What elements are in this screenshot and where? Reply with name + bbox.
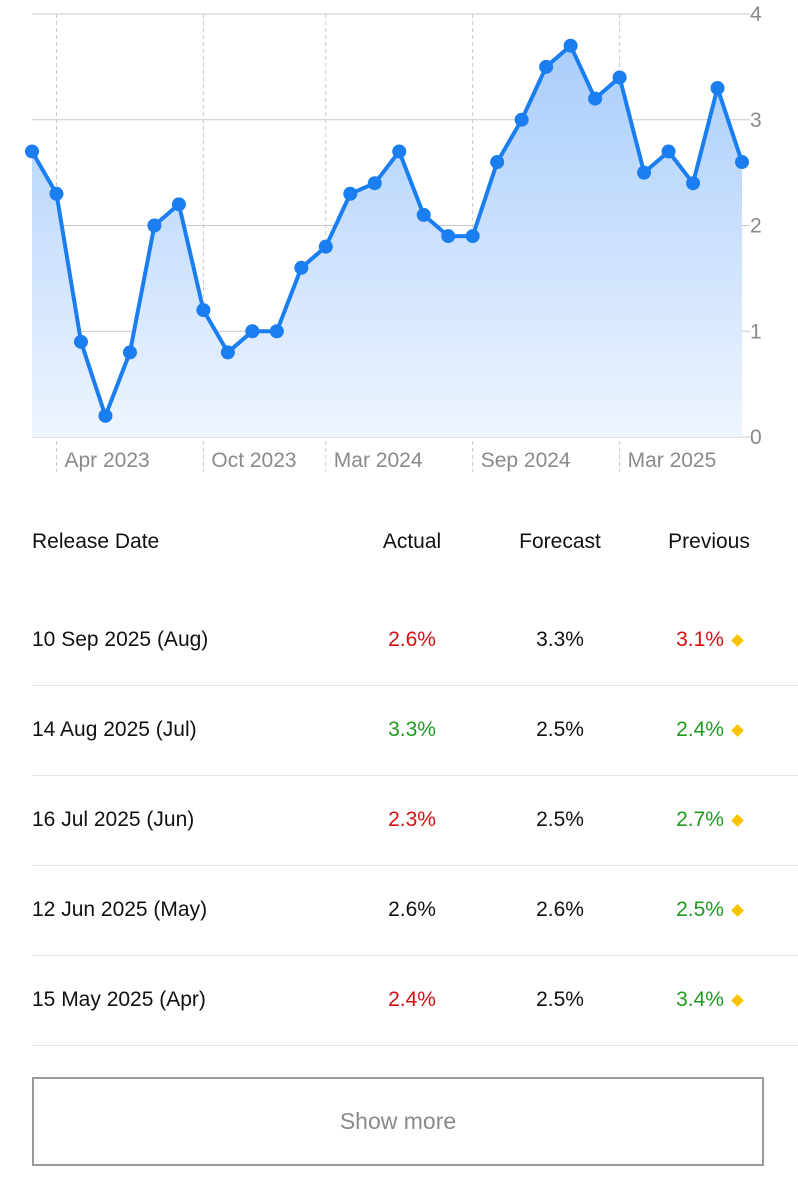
- table-row: 12 Jun 2025 (May) 2.6% 2.6% 2.5%: [32, 866, 798, 956]
- release-date-cell: 16 Jul 2025 (Jun): [32, 808, 195, 831]
- data-point: [710, 81, 725, 96]
- previous-cell: 3.1%: [654, 628, 764, 652]
- series-line: [30, 43, 744, 418]
- actual-cell: 2.6%: [388, 898, 436, 921]
- forecast-cell: 2.5%: [536, 988, 584, 1011]
- previous-value: 3.1%: [676, 628, 724, 651]
- actual-cell: 2.3%: [388, 808, 436, 831]
- data-point: [514, 112, 529, 127]
- previous-value: 2.7%: [676, 808, 724, 831]
- forecast-cell: 3.3%: [536, 628, 584, 651]
- data-point: [196, 303, 211, 318]
- x-tick-label: Oct 2023: [211, 449, 296, 472]
- x-tick-label: Mar 2025: [628, 449, 717, 472]
- data-point: [563, 38, 578, 53]
- y-tick-label: 4: [750, 3, 762, 26]
- release-table: 10 Sep 2025 (Aug) 2.6% 3.3% 3.1% 14 Aug …: [32, 596, 798, 1046]
- data-point: [612, 70, 627, 85]
- header-release-date: Release Date: [32, 530, 160, 553]
- data-point: [49, 186, 64, 201]
- previous-value: 3.4%: [676, 988, 724, 1011]
- previous-cell: 2.4%: [654, 718, 764, 742]
- data-point: [343, 186, 358, 201]
- previous-value: 2.4%: [676, 718, 724, 741]
- x-tick-label: Mar 2024: [334, 449, 423, 472]
- release-date-cell: 10 Sep 2025 (Aug): [32, 628, 209, 651]
- data-point: [122, 345, 137, 360]
- y-tick-label: 3: [750, 109, 762, 132]
- table-row: 14 Aug 2025 (Jul) 3.3% 2.5% 2.4%: [32, 686, 798, 776]
- previous-cell: 2.5%: [654, 898, 764, 922]
- data-point: [171, 197, 186, 212]
- header-actual: Actual: [382, 530, 442, 553]
- previous-cell: 2.7%: [654, 808, 764, 832]
- data-point: [661, 144, 676, 159]
- data-point: [220, 345, 235, 360]
- table-row: 10 Sep 2025 (Aug) 2.6% 3.3% 3.1%: [32, 596, 798, 686]
- table-row: 16 Jul 2025 (Jun) 2.3% 2.5% 2.7%: [32, 776, 798, 866]
- data-point: [269, 324, 284, 339]
- release-date-cell: 14 Aug 2025 (Jul): [32, 718, 197, 741]
- y-tick-label: 0: [750, 426, 762, 449]
- revised-diamond-icon: [731, 723, 744, 737]
- revised-diamond-icon: [731, 633, 744, 647]
- y-tick-label: 2: [750, 215, 762, 238]
- data-point: [588, 91, 603, 106]
- data-point: [25, 144, 39, 159]
- actual-cell: 2.6%: [388, 628, 436, 651]
- data-point: [73, 334, 88, 349]
- revised-diamond-icon: [731, 993, 744, 1007]
- data-point: [294, 260, 309, 275]
- actual-cell: 2.4%: [388, 988, 436, 1011]
- table-header: Release Date Actual Forecast Previous: [32, 530, 798, 574]
- data-point: [416, 207, 431, 222]
- previous-cell: 3.4%: [654, 988, 764, 1012]
- data-point: [392, 144, 407, 159]
- header-forecast: Forecast: [519, 530, 601, 553]
- revised-diamond-icon: [731, 813, 744, 827]
- forecast-cell: 2.6%: [536, 898, 584, 921]
- data-point: [441, 229, 456, 244]
- forecast-cell: 2.5%: [536, 808, 584, 831]
- header-previous: Previous: [668, 530, 750, 553]
- actual-cell: 3.3%: [388, 718, 436, 741]
- data-point: [147, 218, 162, 233]
- data-point: [465, 229, 480, 244]
- data-point: [367, 176, 382, 191]
- data-point: [245, 324, 260, 339]
- data-point: [637, 165, 652, 180]
- indicator-chart: 0 1 2 3 4 Apr 2023 Oct 2023 Mar 2024 Sep 2024 Ma…: [25, 3, 762, 472]
- forecast-cell: 2.5%: [536, 718, 584, 741]
- data-point: [490, 155, 505, 170]
- data-point: [735, 155, 749, 170]
- series-area: [32, 45, 742, 437]
- release-date-cell: 15 May 2025 (Apr): [32, 988, 206, 1011]
- data-point: [686, 176, 701, 191]
- revised-diamond-icon: [731, 903, 744, 917]
- y-tick-label: 1: [750, 320, 762, 343]
- data-point: [98, 408, 113, 423]
- data-point: [539, 59, 554, 74]
- x-tick-label: Sep 2024: [481, 449, 571, 472]
- data-point: [318, 239, 333, 254]
- show-more-button[interactable]: Show more: [32, 1077, 764, 1166]
- table-row: 15 May 2025 (Apr) 2.4% 2.5% 3.4%: [32, 956, 798, 1046]
- x-tick-label: Apr 2023: [64, 449, 149, 472]
- release-date-cell: 12 Jun 2025 (May): [32, 898, 208, 921]
- previous-value: 2.5%: [676, 898, 724, 921]
